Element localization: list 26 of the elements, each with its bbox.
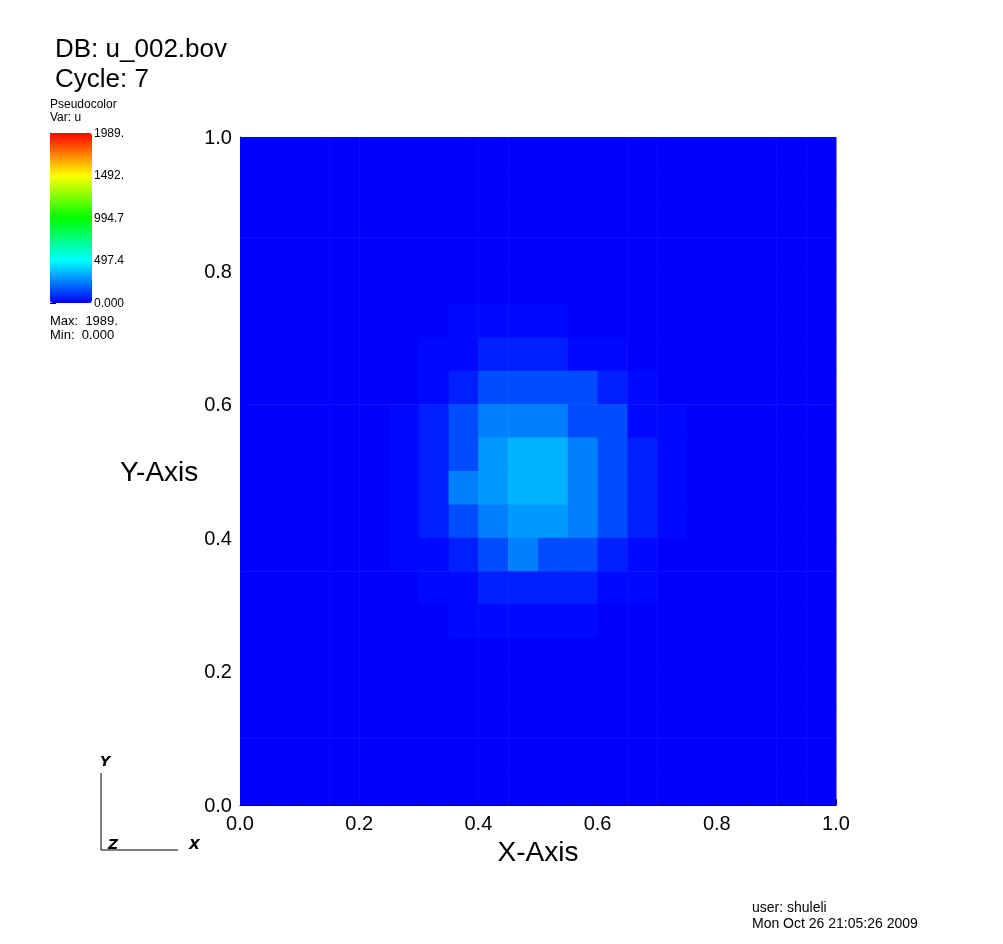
color-bar-label: 994.7 — [94, 210, 125, 225]
x-tick-label: 0.8 — [702, 812, 731, 834]
y-tick-label: 0.2 — [204, 660, 232, 683]
legend-title: Pseudocolor — [50, 97, 117, 111]
y-axis-title: Y-Axis — [119, 455, 199, 487]
y-tick-label: 1.0 — [204, 126, 232, 148]
text: user: shuleli — [752, 899, 827, 915]
text: Max: 1989. — [50, 313, 118, 328]
text: Mon Oct 26 21:05:26 2009 — [752, 915, 918, 931]
color-bar-label: 1492. — [94, 168, 125, 183]
x-axis-title: X-Axis — [497, 836, 579, 868]
chart-subtitle: Cycle: 7 — [55, 63, 149, 93]
chart-title: DB: u_002.bov — [55, 33, 228, 63]
x-tick-label: 0.4 — [464, 812, 493, 834]
y-tick-label: 0.4 — [204, 526, 232, 549]
color-bar-title: Var: u — [50, 110, 82, 124]
x-tick-label: 0.0 — [226, 812, 254, 834]
color-bar-label: 497.4 — [94, 253, 125, 268]
x-tick-label: 0.2 — [345, 812, 374, 834]
y-tick-label: 0.8 — [204, 259, 232, 282]
x-tick-label: 0.6 — [583, 812, 612, 834]
color-bar-label: 1989. — [94, 126, 125, 140]
y-tick-label: 0.6 — [204, 393, 232, 416]
color-bar-label: 0.000 — [94, 296, 125, 310]
x-tick-label: 1.0 — [822, 812, 850, 834]
text: Min: 0.000 — [50, 327, 115, 342]
